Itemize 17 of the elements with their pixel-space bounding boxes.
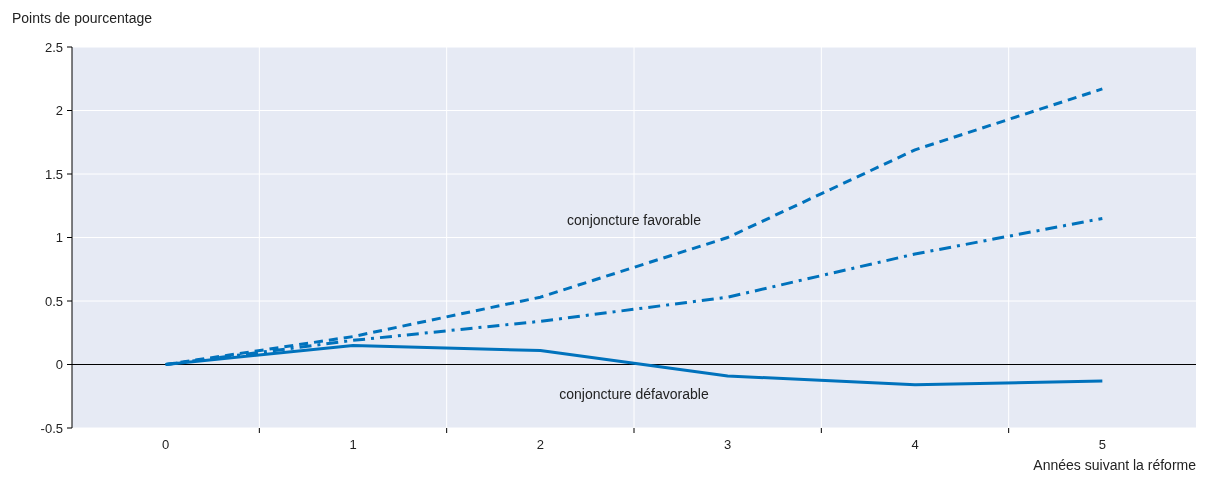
x-tick-label: 1 — [349, 437, 357, 452]
y-axis-title: Points de pourcentage — [12, 10, 153, 26]
y-tick-label: 1 — [55, 230, 63, 246]
x-axis-title: Années suivant la réforme — [1033, 457, 1197, 473]
y-tick-label: 0.5 — [44, 293, 63, 309]
y-tick-label: 0 — [55, 357, 63, 373]
y-tick-label: 2.5 — [44, 39, 63, 55]
y-tick-label: 1.5 — [44, 166, 63, 182]
x-tick-label: 2 — [536, 437, 544, 452]
y-tick-label: 2 — [55, 103, 63, 119]
y-tick-label: -0.5 — [40, 420, 63, 436]
x-tick-label: 0 — [162, 437, 170, 452]
annotation: conjoncture défavorable — [559, 385, 709, 402]
annotation: conjoncture favorable — [567, 211, 702, 228]
x-tick-label: 4 — [911, 437, 919, 452]
x-tick-label: 3 — [724, 437, 732, 452]
x-tick-label: 5 — [1098, 437, 1106, 452]
